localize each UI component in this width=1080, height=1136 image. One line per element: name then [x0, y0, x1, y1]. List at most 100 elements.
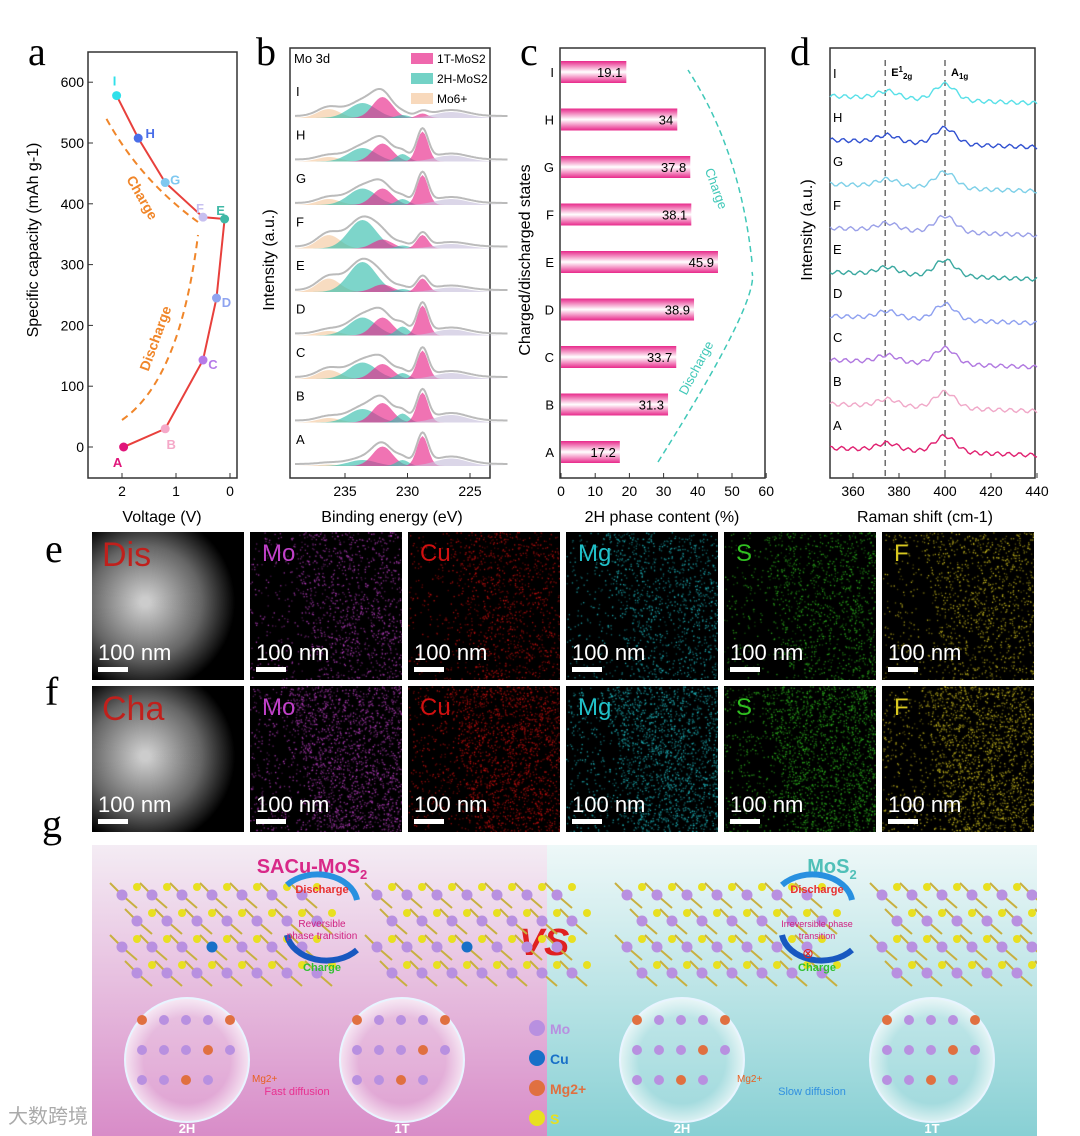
- state-label-A: A: [296, 432, 305, 447]
- mo-atom: [951, 915, 963, 927]
- state-label-D: D: [833, 286, 842, 301]
- s-atom: [448, 883, 456, 891]
- atom: [882, 1075, 892, 1085]
- y-tick-label: 600: [61, 74, 85, 90]
- atom: [137, 1045, 147, 1055]
- mo-atom: [506, 915, 518, 927]
- s-atom: [653, 961, 661, 969]
- s-atom: [998, 961, 1006, 969]
- panel-label-c: c: [520, 29, 538, 74]
- eds-map-cu-e: Cu 100 nm: [408, 532, 560, 680]
- mo-atom: [176, 889, 188, 901]
- peak-h2b-A: [295, 460, 508, 466]
- x-axis-label: Raman shift (cm-1): [857, 509, 993, 526]
- peak-mo6-F: [295, 235, 508, 249]
- atom: [203, 1045, 213, 1055]
- mo-atom: [296, 889, 308, 901]
- spectrum-title: Mo 3d: [294, 51, 330, 66]
- eds-map-f-f: F 100 nm: [882, 686, 1034, 832]
- legend-label: 2H-MoS2: [437, 72, 488, 86]
- mo-atom: [666, 967, 678, 979]
- envelope-E: [295, 257, 508, 291]
- s-atom: [788, 935, 796, 943]
- scale-bar-label: 100 nm: [256, 640, 330, 665]
- mo-atom: [741, 889, 753, 901]
- s-atom: [193, 883, 201, 891]
- peak-h2b-H: [295, 154, 508, 162]
- element-label: Mg: [578, 694, 612, 721]
- state-point-E: [220, 214, 230, 224]
- left-discharge-label: Discharge: [295, 884, 348, 896]
- eds-map-mg-e: Mg 100 nm: [566, 532, 718, 680]
- envelope-F: [295, 215, 508, 248]
- state-label-D: D: [296, 302, 305, 317]
- s-atom: [493, 909, 501, 917]
- state-point-C: [198, 355, 208, 365]
- legend-atom-Cu: [529, 1050, 545, 1066]
- mo-atom: [236, 941, 248, 953]
- mo-atom: [786, 967, 798, 979]
- s-atom: [893, 883, 901, 891]
- state-point-I: [112, 91, 122, 101]
- panel-label-a: a: [28, 29, 46, 74]
- s-atom: [893, 935, 901, 943]
- s-atom: [968, 961, 976, 969]
- legend-atom-Mg2+: [529, 1080, 545, 1096]
- mo-atom: [371, 889, 383, 901]
- s-atom: [758, 935, 766, 943]
- s-atom: [163, 935, 171, 943]
- s-atom: [983, 935, 991, 943]
- bar-value-D: 38.9: [665, 303, 690, 318]
- mo-atom: [786, 915, 798, 927]
- x-tick-label: 230: [396, 483, 420, 499]
- scale-bar-label: 100 nm: [98, 640, 172, 665]
- s-atom: [163, 883, 171, 891]
- s-atom: [178, 909, 186, 917]
- s-atom: [743, 961, 751, 969]
- scale-bar-label: 100 nm: [888, 640, 962, 665]
- mg-ion-label-left: Mg2+: [252, 1074, 277, 1085]
- s-atom: [313, 935, 321, 943]
- map-pixels: [408, 686, 560, 832]
- charge-arrow: [687, 69, 753, 263]
- legend-label: 1T-MoS2: [437, 52, 486, 66]
- atom: [676, 1015, 686, 1025]
- state-label-G: G: [833, 154, 843, 169]
- s-atom: [683, 909, 691, 917]
- peak-mo6-C: [295, 370, 508, 379]
- envelope-A: [295, 431, 508, 465]
- mo-atom: [386, 915, 398, 927]
- s-atom: [478, 935, 486, 943]
- scale-bar: [256, 819, 286, 824]
- atom: [926, 1015, 936, 1025]
- atom: [882, 1015, 892, 1025]
- raman-spectrum-C: [829, 345, 1038, 370]
- s-atom: [298, 961, 306, 969]
- mo-atom: [536, 915, 548, 927]
- scale-bar: [572, 667, 602, 672]
- mo-atom: [696, 967, 708, 979]
- mo-atom: [131, 967, 143, 979]
- right-charge-arrow: [779, 934, 854, 964]
- y-tick-label: 0: [76, 439, 84, 455]
- state-point-F: [198, 212, 208, 222]
- s-atom: [208, 909, 216, 917]
- s-atom: [463, 909, 471, 917]
- mo-atom: [266, 889, 278, 901]
- atom: [720, 1015, 730, 1025]
- s-atom: [508, 883, 516, 891]
- s-atom: [313, 883, 321, 891]
- s-atom: [803, 909, 811, 917]
- x-tick-label: 0: [557, 483, 565, 499]
- mo-atom: [551, 941, 563, 953]
- right-discharge-label: Discharge: [790, 884, 843, 896]
- scale-bar-label: 100 nm: [98, 792, 172, 817]
- peak-h2-G: [295, 188, 508, 205]
- s-atom: [418, 935, 426, 943]
- mo-atom: [131, 915, 143, 927]
- legend-atom-S: [529, 1110, 545, 1126]
- envelope-B: [295, 387, 508, 422]
- x-tick-label: 440: [1025, 483, 1049, 499]
- y-tick-label: 100: [61, 378, 85, 394]
